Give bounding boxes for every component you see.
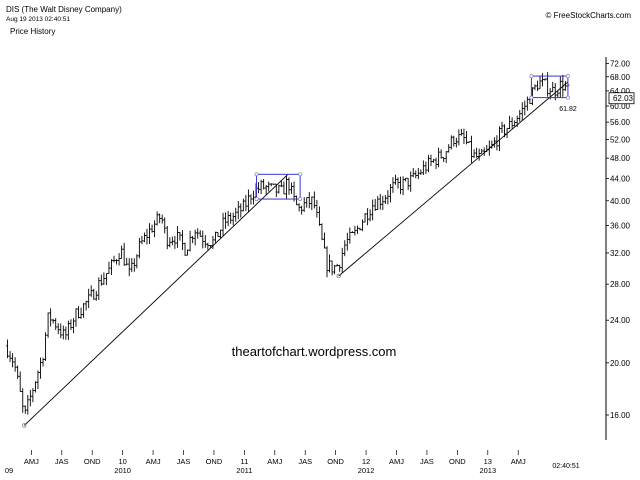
box-handle	[565, 95, 570, 100]
x-tick-label: OND	[449, 457, 466, 466]
x-tick-label: AMJ	[267, 457, 282, 466]
y-tick-label: 28.00	[610, 280, 631, 289]
trendlines-group	[22, 81, 569, 428]
y-tick-label: 36.00	[610, 221, 631, 230]
x-tick-label: JAS	[177, 457, 191, 466]
y-tick-label: 68.00	[610, 73, 631, 82]
consolidation-boxes-group	[254, 74, 570, 202]
time-label: 02:40:51	[552, 463, 579, 470]
y-tick-label: 20.00	[610, 359, 631, 368]
box-handle	[298, 197, 303, 202]
y-tick-label: 44.00	[610, 175, 631, 184]
x-year-label: 2013	[479, 466, 496, 475]
current-price-label: 62.03	[613, 94, 634, 103]
box-handle	[529, 95, 534, 100]
box-handle	[298, 172, 303, 177]
x-year-label: 2012	[358, 466, 375, 475]
y-axis: 16.00 20.00 24.00 28.00 32.00 36.00 40.00 44.00…	[559, 57, 635, 440]
y-tick-label: 60.00	[610, 102, 631, 111]
trendline-anchor	[22, 423, 27, 428]
chart-timestamp: Aug 19 2013 02:40:51	[6, 16, 70, 23]
copyright-label: © FreeStockCharts.com	[545, 11, 631, 20]
low-marker-label: 61.82	[559, 106, 577, 113]
box-handle	[529, 74, 534, 79]
ohlc-bars-group	[5, 72, 570, 415]
x-tick-label: OND	[84, 457, 101, 466]
y-tick-label: 40.00	[610, 197, 631, 206]
x-first-year-label: 09	[5, 466, 13, 475]
x-tick-label: 10	[118, 457, 126, 466]
x-tick-label: 11	[240, 457, 248, 466]
y-tick-label: 48.00	[610, 154, 631, 163]
x-tick-label: 13	[484, 457, 492, 466]
watermark-text: theartofchart.wordpress.com	[232, 344, 397, 359]
y-tick-label: 72.00	[610, 59, 631, 68]
x-tick-label: OND	[327, 457, 344, 466]
y-tick-label: 32.00	[610, 249, 631, 258]
box-handle	[565, 74, 570, 79]
trendline	[338, 81, 569, 277]
box-handle	[254, 172, 259, 177]
x-tick-label: AMJ	[511, 457, 526, 466]
y-tick-label: 64.00	[610, 87, 631, 96]
x-tick-label: JAS	[298, 457, 312, 466]
trendline	[23, 173, 289, 426]
x-year-label: 2011	[236, 466, 252, 475]
y-tick-label: 16.00	[610, 411, 631, 420]
y-tick-label: 24.00	[610, 316, 631, 325]
current-price-box	[608, 92, 635, 105]
y-tick-label: 52.00	[610, 135, 631, 144]
consolidation-box	[530, 75, 569, 99]
chart-subtitle: Price History	[10, 27, 56, 36]
x-tick-label: JAS	[420, 457, 434, 466]
trendline-anchor	[336, 273, 341, 279]
chart-title: DIS (The Walt Disney Company)	[6, 5, 122, 14]
x-tick-label: JAS	[55, 457, 69, 466]
x-year-label: 2010	[114, 466, 131, 475]
x-tick-label: 12	[362, 457, 370, 466]
box-handle	[254, 197, 259, 202]
x-tick-label: AMJ	[146, 457, 161, 466]
y-tick-label: 56.00	[610, 118, 631, 127]
x-tick-label: AMJ	[24, 457, 39, 466]
x-tick-label: AMJ	[389, 457, 404, 466]
x-tick-label: OND	[206, 457, 223, 466]
consolidation-box	[256, 173, 301, 200]
